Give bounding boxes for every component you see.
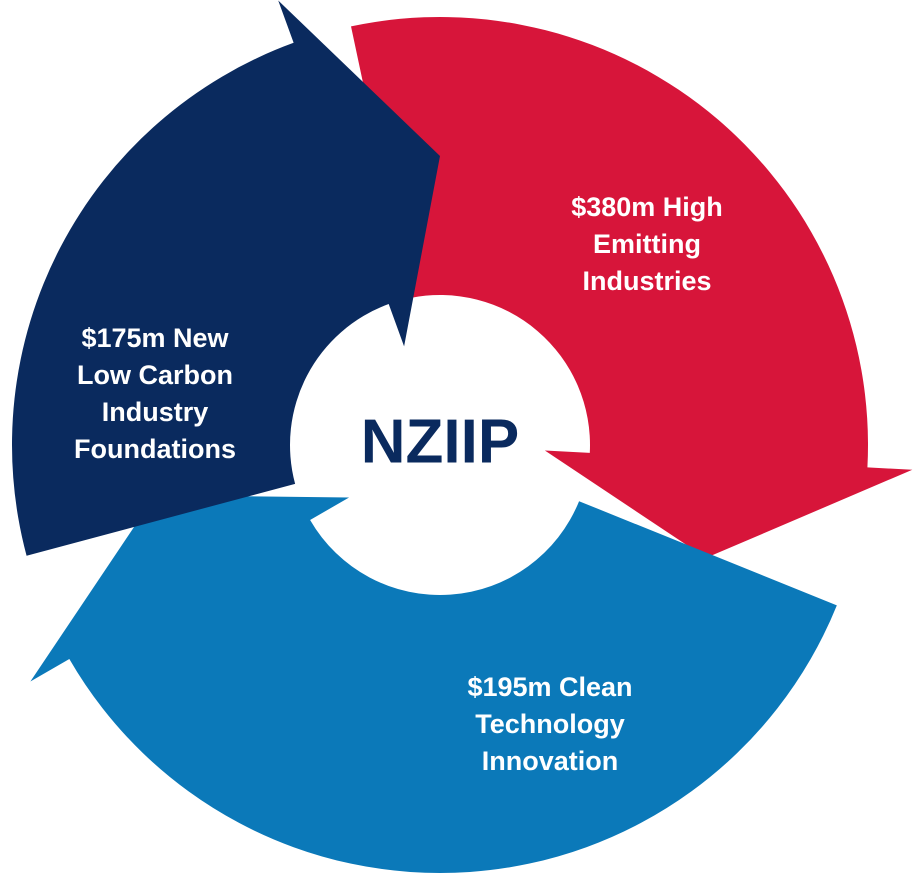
label-line: Industry xyxy=(102,397,209,427)
label-line: $195m Clean xyxy=(467,672,632,702)
label-line: Foundations xyxy=(74,434,236,464)
label-line: Technology xyxy=(475,709,625,739)
segment-label: $380m High Emitting Industries xyxy=(571,192,723,296)
cycle-arrow xyxy=(351,17,913,558)
label-line: Low Carbon xyxy=(77,360,233,390)
label-line: Emitting xyxy=(593,229,701,259)
cycle-arrow xyxy=(11,0,441,556)
segment-label: $195m Clean Technology Innovation xyxy=(467,672,632,776)
cycle-arrow xyxy=(30,495,837,873)
center-label: NZIIP xyxy=(361,407,519,476)
arrows xyxy=(11,0,913,873)
segment-label: $175m New Low Carbon Industry Foundation… xyxy=(74,323,236,464)
label-line: Industries xyxy=(582,266,711,296)
label-line: $380m High xyxy=(571,192,723,222)
label-line: Innovation xyxy=(482,746,619,776)
label-line: $175m New xyxy=(81,323,229,353)
